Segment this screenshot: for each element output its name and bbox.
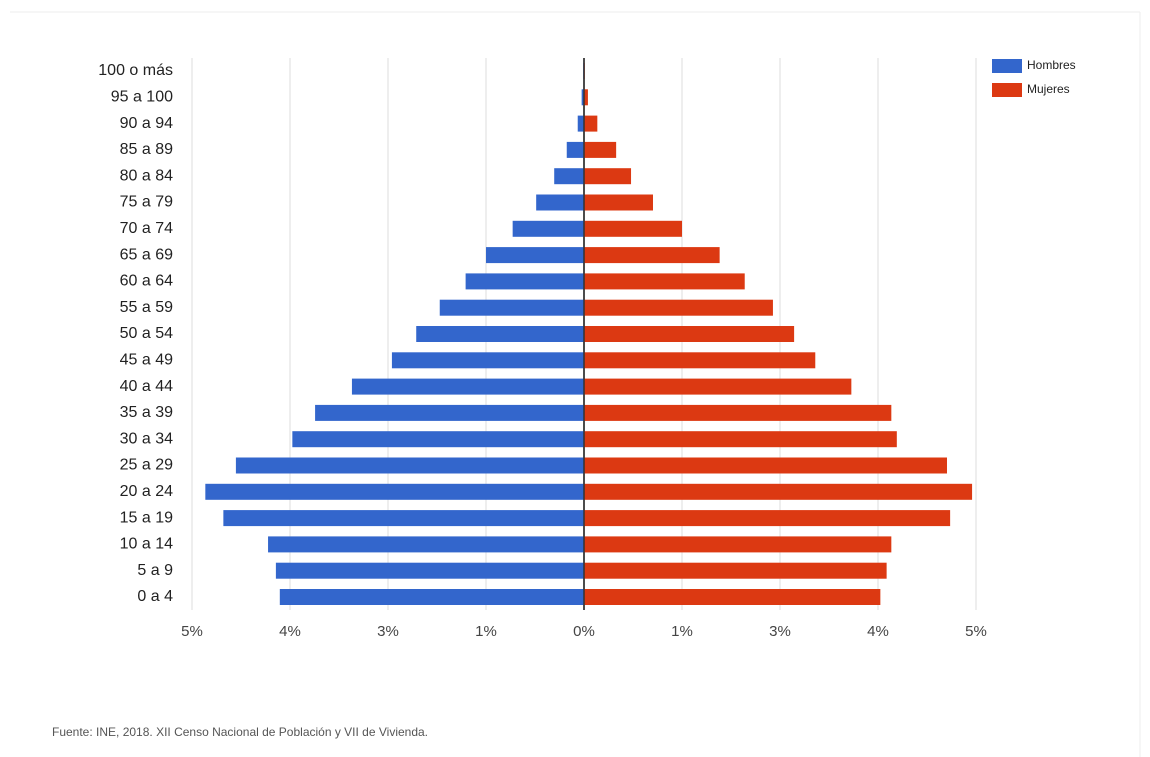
bar	[223, 510, 585, 527]
y-tick-label: 50 a 54	[120, 325, 173, 342]
bar	[536, 194, 584, 211]
bar	[279, 589, 584, 605]
bar	[584, 510, 951, 527]
y-tick-label: 60 a 64	[120, 273, 173, 290]
bar	[391, 352, 584, 369]
bar	[584, 194, 653, 211]
x-tick-label: 4%	[867, 623, 889, 640]
bar	[584, 404, 892, 421]
y-tick-label: 30 a 34	[120, 430, 173, 447]
y-tick-label: 10 a 14	[120, 536, 173, 553]
bar	[566, 141, 584, 158]
bar	[584, 562, 887, 579]
bar	[554, 168, 584, 185]
bar	[584, 220, 682, 237]
bar	[416, 326, 584, 342]
bar	[584, 326, 795, 342]
y-tick-label: 65 a 69	[120, 246, 173, 263]
y-tick-label: 5 a 9	[137, 562, 173, 579]
bar	[584, 378, 852, 395]
x-tick-label: 1%	[475, 623, 497, 640]
y-tick-label: 95 a 100	[111, 89, 173, 106]
x-tick-label: 1%	[671, 623, 693, 640]
y-tick-label: 0 a 4	[137, 588, 173, 605]
y-tick-label: 85 a 89	[120, 141, 173, 158]
y-tick-label: 35 a 39	[120, 404, 173, 421]
x-tick-label: 4%	[279, 623, 301, 640]
bar	[584, 168, 632, 185]
bar	[584, 247, 720, 264]
y-tick-label: 100 o más	[98, 62, 173, 79]
y-tick-label: 45 a 49	[120, 352, 173, 369]
bar	[584, 115, 598, 132]
x-tick-label: 5%	[965, 623, 987, 640]
bar	[315, 404, 584, 421]
bar	[205, 483, 584, 500]
bar	[577, 115, 584, 132]
bar	[275, 562, 584, 579]
y-tick-label: 55 a 59	[120, 299, 173, 316]
bar	[465, 273, 584, 290]
legend-swatch	[992, 59, 1022, 73]
legend-label: Mujeres	[1027, 82, 1070, 96]
bar	[584, 352, 816, 369]
y-tick-label: 75 a 79	[120, 194, 173, 211]
y-tick-label: 80 a 84	[120, 167, 173, 184]
bar	[486, 247, 584, 264]
bar	[584, 457, 947, 474]
y-tick-label: 70 a 74	[120, 220, 173, 237]
bar	[268, 536, 584, 553]
y-tick-label: 15 a 19	[120, 509, 173, 526]
legend-swatch	[992, 83, 1022, 97]
bar	[584, 483, 973, 500]
bar	[584, 589, 881, 605]
x-tick-label: 3%	[769, 623, 791, 640]
bar	[584, 89, 588, 106]
bar	[584, 141, 617, 158]
bar	[581, 89, 584, 106]
y-tick-label: 40 a 44	[120, 378, 173, 395]
bar	[351, 378, 584, 395]
x-tick-label: 0%	[573, 623, 595, 640]
bar	[235, 457, 585, 474]
bar	[584, 299, 773, 316]
legend-label: Hombres	[1027, 58, 1076, 72]
x-tick-label: 5%	[181, 623, 203, 640]
y-tick-label: 25 a 29	[120, 457, 173, 474]
y-tick-label: 20 a 24	[120, 483, 173, 500]
bar	[584, 273, 745, 290]
bar	[439, 299, 584, 316]
bar	[512, 220, 584, 237]
x-tick-label: 3%	[377, 623, 399, 640]
bar	[584, 536, 892, 553]
bar	[292, 431, 584, 448]
source-note: Fuente: INE, 2018. XII Censo Nacional de…	[52, 725, 428, 739]
y-tick-label: 90 a 94	[120, 115, 173, 132]
bar	[584, 431, 897, 448]
